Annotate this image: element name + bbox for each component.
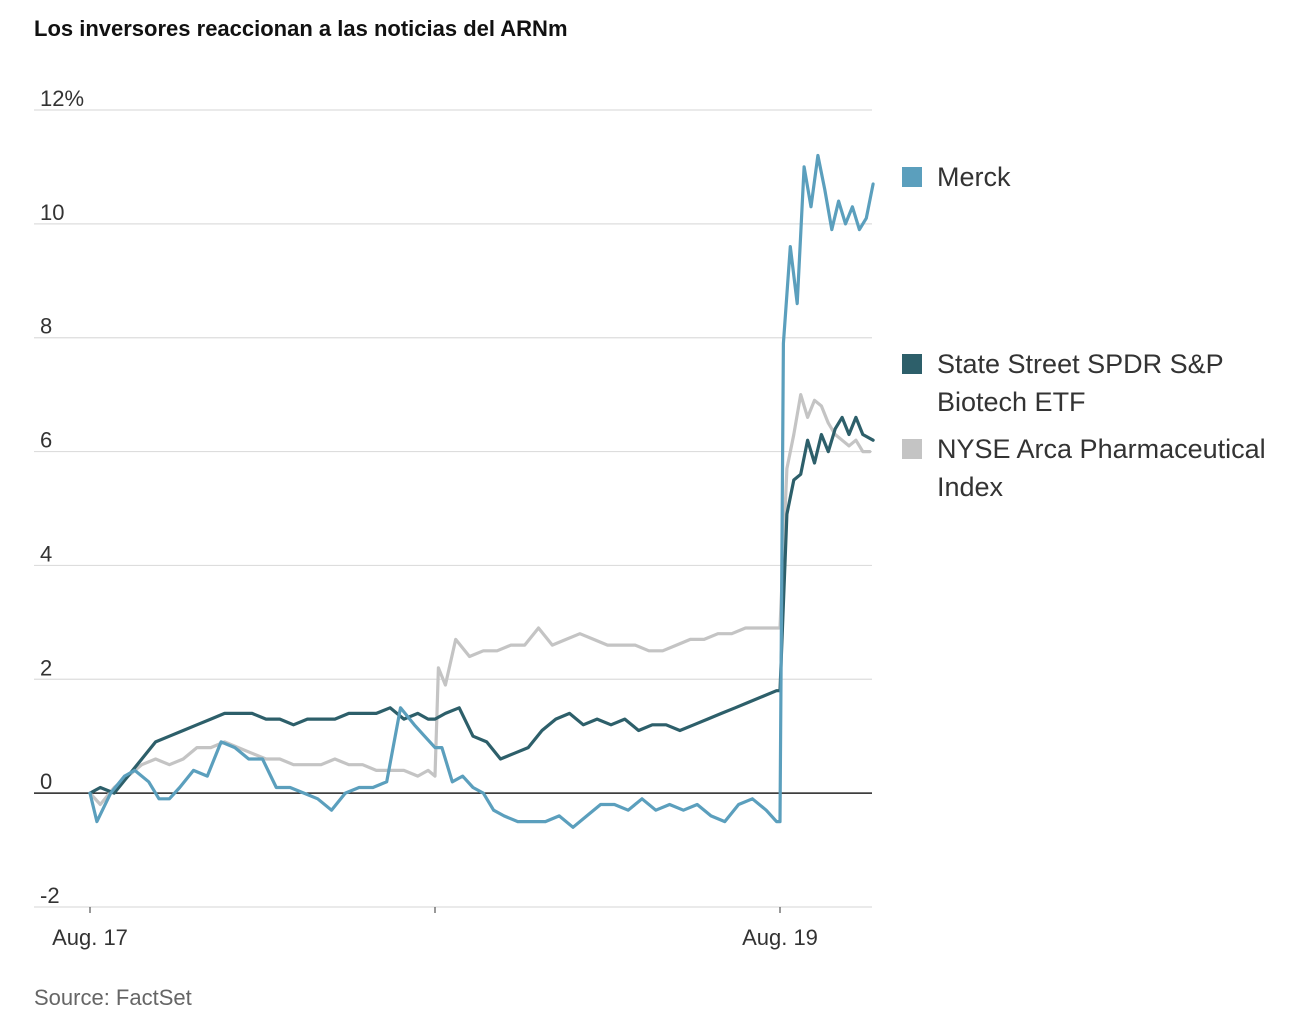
legend-swatch-pharma-index: [902, 439, 922, 459]
legend-item-biotech-etf: State Street SPDR S&P Biotech ETF: [902, 345, 1262, 425]
legend-swatch-biotech-etf: [902, 354, 922, 374]
series-line-biotech-etf: [88, 415, 875, 795]
source-note: Source: FactSet: [34, 985, 192, 1010]
series-line-pharma-index: [88, 393, 872, 807]
y-tick-label: 10: [40, 200, 64, 225]
y-tick-label: 12%: [40, 86, 84, 111]
x-tick-label: Aug. 17: [52, 925, 128, 950]
y-tick-label: 6: [40, 428, 52, 453]
legend-label-merck: Merck: [937, 162, 1011, 192]
legend-item-merck: Merck: [902, 158, 1262, 198]
series-line-merck: [88, 153, 875, 829]
y-tick-label: -2: [40, 883, 60, 908]
legend-item-pharma-index: NYSE Arca Pharmaceutical Index: [902, 430, 1266, 510]
y-tick-label: 2: [40, 655, 52, 680]
y-tick-label: 8: [40, 314, 52, 339]
legend-label-pharma-index: NYSE Arca Pharmaceutical Index: [937, 434, 1266, 502]
legend-swatch-merck: [902, 167, 922, 187]
x-tick-label: Aug. 19: [742, 925, 818, 950]
legend-label-biotech-etf: State Street SPDR S&P Biotech ETF: [937, 349, 1224, 417]
y-tick-label: 4: [40, 541, 52, 566]
chart-title: Los inversores reaccionan a las noticias…: [34, 16, 568, 41]
y-tick-label: 0: [40, 769, 52, 794]
